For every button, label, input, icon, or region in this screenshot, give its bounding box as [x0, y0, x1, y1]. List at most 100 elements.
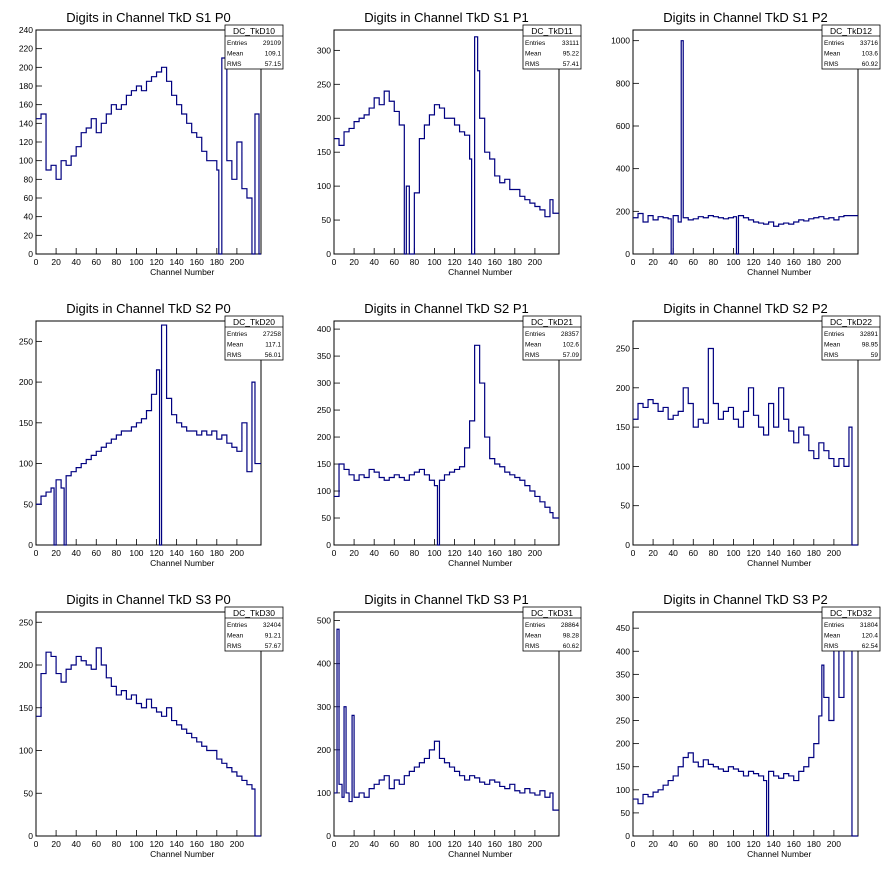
x-tick-label: 200	[230, 257, 244, 267]
plot-frame	[35, 320, 262, 546]
y-tick-label: 600	[616, 121, 630, 131]
x-tick-label: 120	[447, 548, 461, 558]
x-tick-label: 140	[767, 548, 781, 558]
x-tick-label: 80	[709, 548, 719, 558]
y-tick-label: 40	[24, 212, 34, 222]
chart-title: Digits in Channel TkD S2 P2	[663, 301, 828, 316]
x-tick-label: 160	[488, 548, 502, 558]
y-tick-label: 200	[616, 383, 630, 393]
stats-label: Mean	[525, 342, 542, 349]
stats-value: 28864	[561, 622, 579, 629]
y-tick-label: 100	[19, 156, 33, 166]
y-tick-label: 0	[326, 249, 331, 259]
y-tick-label: 0	[28, 831, 33, 841]
stats-value: 32891	[860, 331, 878, 338]
x-axis-label: Channel Number	[150, 558, 214, 568]
x-tick-label: 160	[488, 257, 502, 267]
y-tick-label: 150	[317, 459, 331, 469]
histogram-svg: Digits in Channel TkD S1 P10501001502002…	[317, 10, 582, 277]
y-tick-label: 20	[24, 230, 34, 240]
x-tick-label: 60	[390, 548, 400, 558]
stats-box-frame	[522, 315, 582, 361]
x-tick-label: 140	[468, 839, 482, 849]
y-tick-label: 100	[317, 181, 331, 191]
y-tick-label: 200	[616, 206, 630, 216]
y-tick-label: 200	[317, 113, 331, 123]
plot-frame	[632, 611, 859, 837]
histogram-panel: Digits in Channel TkD S1 P1 0 50 100 150 200 2…	[298, 0, 596, 291]
x-axis-label: Channel Number	[448, 849, 512, 859]
x-tick-label: 120	[149, 257, 163, 267]
stats-value: 102.6	[563, 342, 580, 349]
x-tick-label: 80	[410, 257, 420, 267]
x-tick-label: 160	[190, 548, 204, 558]
stats-box: DC_TkD31 Entries 28864 Mean 98.28 RMS 60.62	[522, 606, 582, 652]
x-tick-label: 40	[369, 257, 379, 267]
x-tick-label: 140	[170, 839, 184, 849]
histogram-svg: Digits in Channel TkD S3 P20501001502002…	[616, 592, 881, 859]
stats-box-frame	[224, 315, 284, 361]
stats-name: DC_TkD22	[830, 317, 872, 327]
y-tick-label: 150	[317, 147, 331, 157]
x-tick-label: 40	[369, 839, 379, 849]
y-tick-label: 100	[616, 461, 630, 471]
stats-value: 60.92	[862, 61, 879, 68]
histogram-panel: Digits in Channel TkD S3 P0 0 50 100 150 200 2…	[0, 582, 298, 873]
stats-name: DC_TkD11	[531, 26, 573, 36]
x-tick-label: 80	[410, 839, 420, 849]
x-tick-label: 200	[827, 257, 841, 267]
x-tick-label: 60	[689, 839, 699, 849]
y-tick-label: 200	[616, 739, 630, 749]
x-tick-label: 40	[71, 839, 81, 849]
x-tick-label: 40	[71, 257, 81, 267]
x-axis-label: Channel Number	[448, 558, 512, 568]
x-tick-label: 40	[369, 548, 379, 558]
stats-name: DC_TkD21	[531, 317, 573, 327]
plot-frame	[333, 29, 560, 255]
x-tick-label: 200	[827, 839, 841, 849]
x-tick-label: 20	[51, 839, 61, 849]
y-tick-label: 0	[326, 540, 331, 550]
x-tick-label: 160	[787, 548, 801, 558]
x-tick-label: 60	[390, 257, 400, 267]
histogram-line	[334, 628, 559, 811]
x-axis-label: Channel Number	[448, 267, 512, 277]
stats-name: DC_TkD32	[830, 608, 872, 618]
stats-box: DC_TkD30 Entries 32404 Mean 91.21 RMS 57.67	[224, 606, 284, 652]
stats-value: 98.95	[862, 342, 879, 349]
stats-name: DC_TkD30	[233, 608, 275, 618]
x-tick-label: 100	[726, 548, 740, 558]
x-axis-label: Channel Number	[150, 849, 214, 859]
stats-box: DC_TkD12 Entries 33716 Mean 103.6 RMS 60.92	[821, 24, 881, 70]
y-tick-label: 100	[19, 459, 33, 469]
chart-title: Digits in Channel TkD S1 P1	[364, 10, 529, 25]
histogram-line	[633, 627, 858, 837]
histogram-line	[633, 40, 858, 255]
x-tick-label: 0	[34, 839, 39, 849]
x-tick-label: 140	[170, 548, 184, 558]
x-tick-label: 80	[709, 839, 719, 849]
x-tick-label: 100	[427, 257, 441, 267]
stats-label: RMS	[525, 643, 540, 650]
chart-title: Digits in Channel TkD S2 P0	[66, 301, 231, 316]
y-tick-label: 400	[317, 659, 331, 669]
stats-label: RMS	[227, 352, 242, 359]
stats-box: DC_TkD32 Entries 31804 Mean 120.4 RMS 62.54	[821, 606, 881, 652]
stats-label: Entries	[227, 622, 248, 629]
y-tick-label: 100	[19, 746, 33, 756]
x-tick-label: 180	[210, 839, 224, 849]
stats-box: DC_TkD21 Entries 28357 Mean 102.6 RMS 57.09	[522, 315, 582, 361]
x-tick-label: 100	[726, 839, 740, 849]
x-tick-label: 120	[746, 548, 760, 558]
y-tick-label: 300	[616, 692, 630, 702]
stats-value: 28357	[561, 331, 579, 338]
stats-label: RMS	[227, 643, 242, 650]
stats-name: DC_TkD31	[531, 608, 573, 618]
y-tick-label: 150	[19, 418, 33, 428]
x-tick-label: 180	[508, 257, 522, 267]
x-tick-label: 60	[390, 839, 400, 849]
chart-title: Digits in Channel TkD S1 P2	[663, 10, 828, 25]
stats-value: 29109	[263, 40, 281, 47]
y-tick-label: 500	[317, 616, 331, 626]
